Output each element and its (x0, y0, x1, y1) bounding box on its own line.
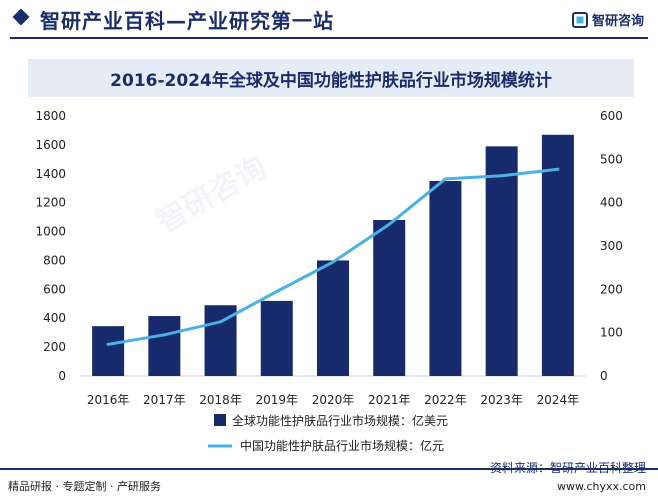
y-right-tick-label: 300 (600, 239, 623, 253)
line-point (443, 177, 447, 181)
x-tick-label: 2020年 (312, 393, 355, 407)
y-left-tick-label: 400 (43, 311, 66, 325)
bar (373, 220, 406, 376)
y-right-tick-label: 600 (600, 109, 623, 123)
x-tick-label: 2021年 (368, 393, 411, 407)
x-tick-label: 2018年 (199, 393, 242, 407)
bar (92, 326, 125, 376)
legend-bar-label: 全球功能性护肤品行业市场规模：亿美元 (232, 413, 448, 428)
legend-line-label: 中国功能性护肤品行业市场规模：亿元 (240, 438, 444, 453)
y-left-tick-label: 0 (58, 369, 66, 383)
legend-bar-swatch (214, 414, 226, 426)
bar (317, 260, 349, 376)
brand-logo[interactable]: 智研咨询 (571, 10, 644, 29)
line-point (331, 260, 335, 264)
header-divider (10, 37, 648, 39)
y-left-tick-label: 800 (43, 253, 66, 267)
footer-divider (0, 468, 658, 470)
line-point (387, 222, 391, 226)
y-right-tick-label: 0 (600, 369, 608, 383)
y-left-tick-label: 1000 (35, 225, 66, 239)
bar (429, 181, 462, 376)
line-point (162, 333, 166, 337)
bar (485, 146, 518, 376)
x-tick-label: 2024年 (537, 393, 580, 407)
chart-title-box: 2016-2024年全球及中国功能性护肤品行业市场规模统计 (28, 59, 634, 97)
y-right-tick-label: 100 (600, 326, 623, 340)
site-title: 智研产业百科—产业研究第一站 (40, 9, 334, 33)
y-left-tick-label: 1600 (35, 138, 66, 152)
page-header: 智研产业百科—产业研究第一站 智研咨询 (0, 0, 658, 40)
x-tick-label: 2022年 (424, 393, 467, 407)
line-point (556, 167, 560, 171)
line-point (500, 174, 504, 178)
y-left-tick-label: 1400 (35, 167, 66, 181)
data-source: 资料来源：智研产业百科整理 (489, 461, 646, 475)
y-right-tick-label: 200 (600, 282, 623, 296)
line-point (106, 342, 110, 346)
y-right-tick-label: 500 (600, 152, 623, 166)
y-left-tick-label: 1800 (35, 109, 66, 123)
x-tick-label: 2023年 (480, 393, 523, 407)
combo-chart: 0 200 400 600 800 1000 1200 1400 1600 1800 0 100 200… (35, 109, 623, 453)
website-link[interactable]: www.chyxx.com (556, 480, 646, 493)
chart-title: 2016-2024年全球及中国功能性护肤品行业市场规模统计 (110, 70, 552, 91)
brand-logo-text: 智研咨询 (591, 14, 644, 29)
line-point (219, 320, 223, 324)
bar (260, 300, 293, 376)
y-left-tick-label: 600 (43, 282, 66, 296)
x-tick-label: 2019年 (256, 393, 299, 407)
line-point (275, 290, 279, 293)
bar (541, 134, 574, 376)
x-tick-label: 2017年 (143, 393, 186, 407)
y-left-tick-label: 1200 (35, 196, 66, 210)
brand-logo-icon (571, 11, 588, 28)
y-left-tick-label: 200 (43, 340, 66, 354)
page-footer: 精品研报 · 专题定制 · 产研服务 资料来源：智研产业百科整理 www.chy… (0, 461, 658, 500)
y-right-tick-label: 400 (600, 196, 623, 210)
x-tick-label: 2016年 (87, 393, 130, 407)
bar (148, 316, 181, 376)
footer-services: 精品研报 · 专题定制 · 产研服务 (8, 480, 161, 493)
